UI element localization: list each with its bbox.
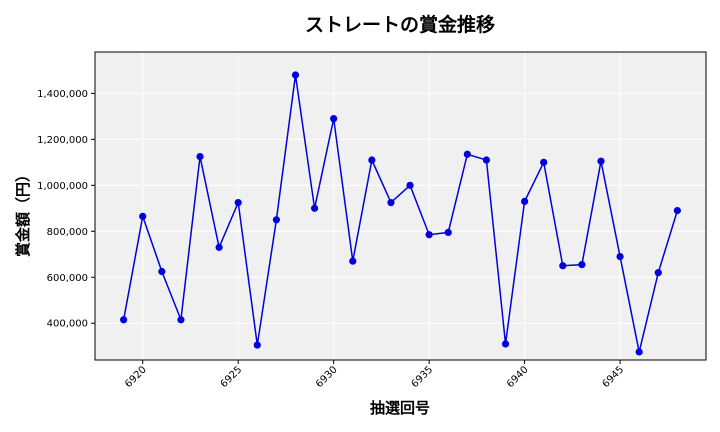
x-axis-label: 抽選回号	[370, 399, 430, 417]
x-tick-label: 6945	[600, 364, 626, 390]
x-tick-label: 6920	[123, 364, 149, 390]
data-point	[196, 152, 204, 161]
plot-frame	[94, 51, 707, 361]
y-tick-label: 600,000	[47, 273, 88, 284]
data-point	[482, 156, 491, 164]
x-tick-label: 6925	[219, 364, 245, 390]
plot-area	[95, 52, 706, 360]
data-point	[310, 204, 319, 212]
data-point	[501, 340, 510, 348]
data-point	[177, 316, 185, 324]
data-point	[158, 267, 166, 276]
data-point	[139, 212, 147, 220]
y-tick-label: 800,000	[47, 227, 88, 238]
data-point	[540, 158, 548, 166]
data-point	[215, 243, 223, 251]
y-axis-label: 賞金額（円）	[14, 167, 32, 257]
data-point	[349, 257, 357, 265]
data-point	[387, 198, 395, 207]
x-tick-label: 6930	[314, 364, 340, 390]
data-point	[578, 261, 586, 269]
data-point	[425, 231, 433, 239]
y-tick-label: 400,000	[47, 319, 88, 330]
data-point	[559, 262, 567, 270]
data-point	[120, 316, 128, 324]
y-tick-label: 1,200,000	[37, 135, 88, 146]
y-tick-label: 1,000,000	[37, 181, 88, 192]
data-point	[616, 252, 624, 261]
data-point	[253, 341, 261, 349]
data-point	[330, 115, 338, 123]
x-tick-label: 6940	[505, 364, 531, 390]
data-point	[463, 150, 471, 158]
data-point	[597, 157, 605, 165]
data-point	[272, 216, 280, 224]
data-point	[406, 181, 414, 189]
data-point	[444, 228, 452, 237]
chart-title: ストレートの賞金推移	[305, 13, 495, 36]
data-point	[234, 198, 242, 207]
data-point	[291, 71, 300, 79]
series-line	[122, 74, 679, 353]
series	[120, 71, 681, 356]
data-point	[521, 197, 529, 206]
x-tick-label: 6935	[409, 364, 435, 390]
y-tick-label: 1,400,000	[37, 89, 88, 100]
data-point	[673, 206, 681, 215]
data-point	[654, 269, 662, 277]
data-point	[635, 348, 643, 356]
data-point	[368, 156, 376, 164]
